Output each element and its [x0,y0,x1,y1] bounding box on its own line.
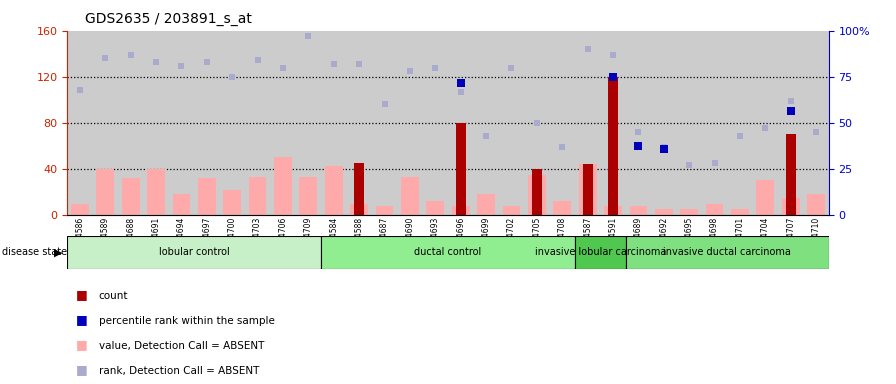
Text: invasive lobular carcinoma: invasive lobular carcinoma [535,247,666,258]
Bar [478,194,495,215]
Bar [122,178,140,215]
Bar [456,123,466,215]
Bar [625,236,829,269]
Bar [554,201,571,215]
Bar [325,166,342,215]
Bar [321,236,575,269]
Text: GDS2635 / 203891_s_at: GDS2635 / 203891_s_at [85,12,252,25]
Text: invasive ductal carcinoma: invasive ductal carcinoma [663,247,791,258]
Bar [731,209,749,215]
Bar [528,175,546,215]
Bar [532,169,542,215]
Bar [756,180,774,215]
Text: ■: ■ [76,338,88,351]
Bar [680,209,698,215]
Bar [274,157,292,215]
Text: lobular control: lobular control [159,247,229,258]
Bar [655,209,673,215]
Text: rank, Detection Call = ABSENT: rank, Detection Call = ABSENT [99,366,259,376]
Bar [604,206,622,215]
Bar [249,177,266,215]
Bar [354,163,364,215]
Bar [426,201,444,215]
Bar [582,164,592,215]
Bar [807,194,825,215]
Text: ▶: ▶ [55,247,63,258]
Bar [782,198,799,215]
Text: ductal control: ductal control [414,247,482,258]
Bar [299,177,317,215]
Text: ■: ■ [76,288,88,301]
Text: value, Detection Call = ABSENT: value, Detection Call = ABSENT [99,341,264,351]
Bar [350,204,368,215]
Text: ■: ■ [76,313,88,326]
Bar [706,204,723,215]
Bar [97,169,114,215]
Bar [375,206,393,215]
Bar [147,169,165,215]
Bar [630,206,647,215]
Bar [71,204,89,215]
Text: disease state: disease state [2,247,67,258]
Bar [198,178,216,215]
Bar [503,206,521,215]
Text: ■: ■ [76,363,88,376]
Bar [452,206,470,215]
Bar [223,190,241,215]
Bar [786,134,796,215]
Bar [173,194,190,215]
Bar [579,164,597,215]
Bar [67,236,321,269]
Text: percentile rank within the sample: percentile rank within the sample [99,316,274,326]
Bar [401,177,418,215]
Text: count: count [99,291,128,301]
Bar [608,77,618,215]
Bar [575,236,625,269]
